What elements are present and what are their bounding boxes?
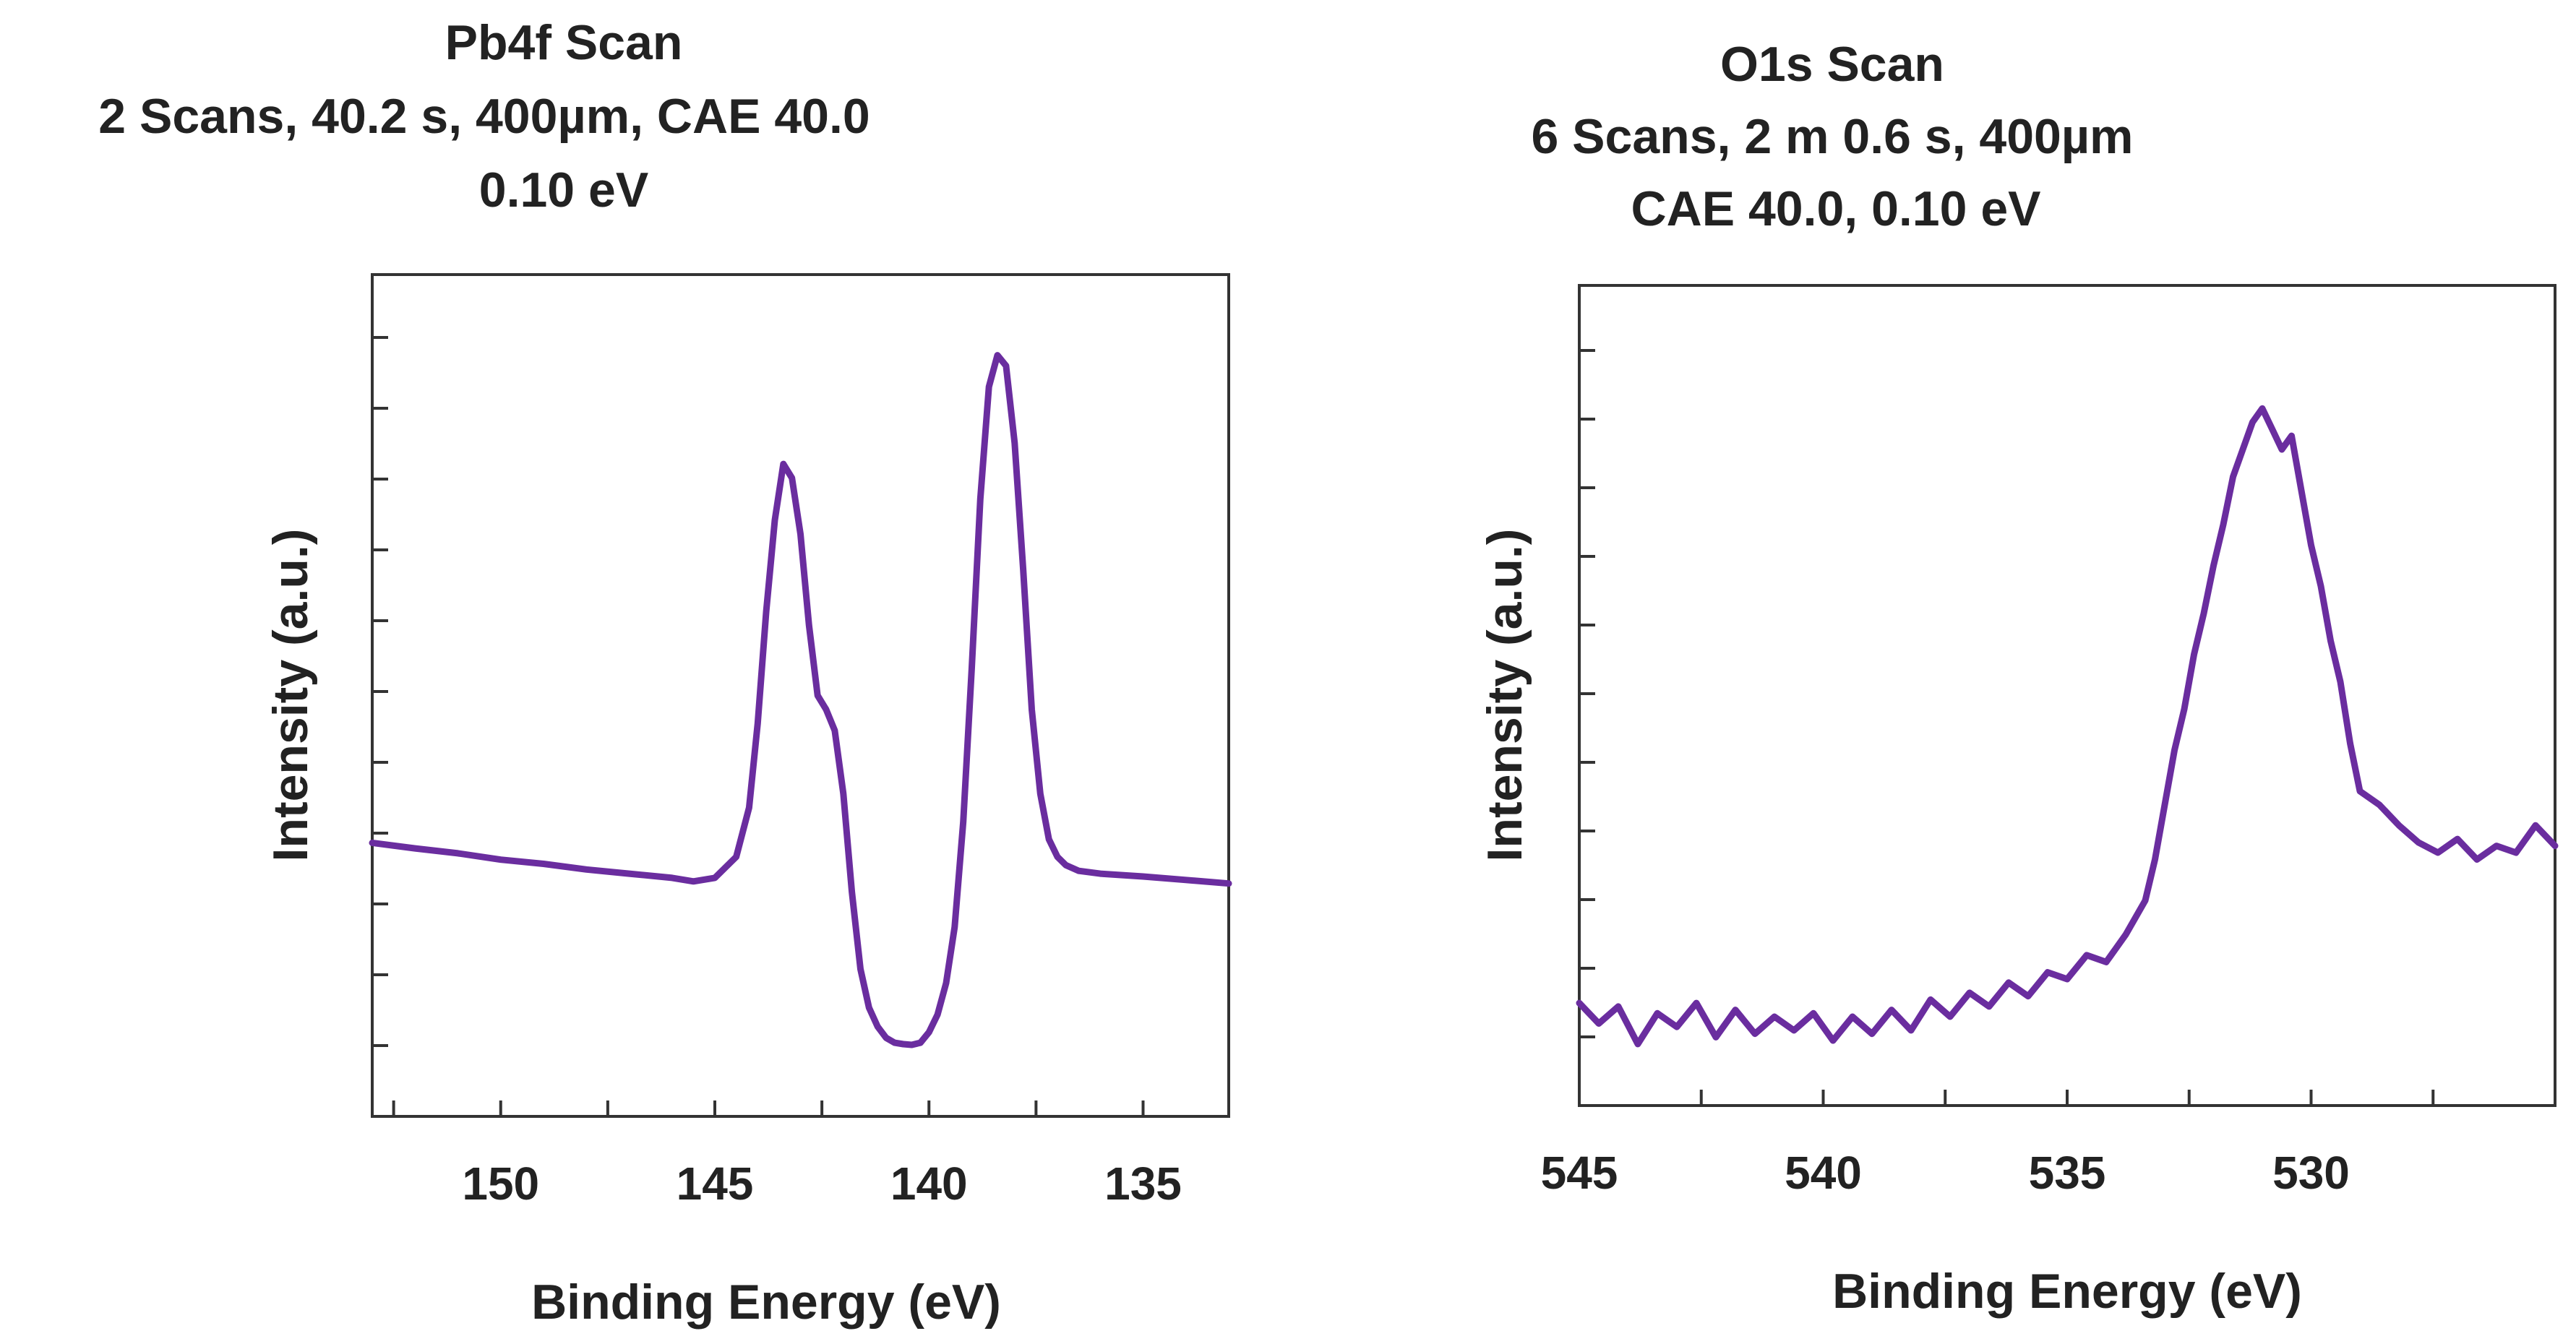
o1s-title-line-1: O1s Scan xyxy=(1720,37,1944,92)
pb4f-x-ticks xyxy=(392,1100,1145,1116)
pb4f-chart: Pb4f Scan 2 Scans, 40.2 s, 400µm, CAE 40… xyxy=(98,15,1232,1330)
pb4f-x-tick-label: 140 xyxy=(890,1158,968,1210)
pb4f-x-axis-label: Binding Energy (eV) xyxy=(531,1275,1001,1330)
o1s-x-tick-label: 530 xyxy=(2272,1147,2350,1199)
o1s-spectrum-line xyxy=(1576,405,2559,1048)
pb4f-x-tick-labels: 150 145 140 135 xyxy=(462,1158,1182,1210)
pb4f-title-line-3: 0.10 eV xyxy=(479,163,648,217)
o1s-y-axis-label: Intensity (a.u.) xyxy=(1477,529,1532,862)
pb4f-title-line-1: Pb4f Scan xyxy=(445,15,683,70)
pb4f-x-tick-label: 135 xyxy=(1104,1158,1182,1210)
o1s-y-ticks xyxy=(1579,349,1595,1038)
pb4f-x-tick-label: 145 xyxy=(677,1158,754,1210)
o1s-plot-frame xyxy=(1578,284,2556,1107)
pb4f-x-tick-label: 150 xyxy=(462,1158,539,1210)
pb4f-title-line-2: 2 Scans, 40.2 s, 400µm, CAE 40.0 xyxy=(98,89,870,144)
o1s-x-tick-label: 540 xyxy=(1785,1147,1862,1199)
pb4f-y-ticks xyxy=(372,336,388,1047)
o1s-title-line-3: CAE 40.0, 0.10 eV xyxy=(1631,181,2040,236)
o1s-x-tick-label: 535 xyxy=(2029,1147,2106,1199)
o1s-chart: O1s Scan 6 Scans, 2 m 0.6 s, 400µm CAE 4… xyxy=(1477,37,2559,1319)
pb4f-y-axis-label: Intensity (a.u.) xyxy=(263,529,318,862)
o1s-x-axis-label: Binding Energy (eV) xyxy=(1832,1264,2302,1319)
o1s-x-tick-labels: 545 540 535 530 xyxy=(1541,1147,2350,1199)
pb4f-spectrum-line xyxy=(369,352,1232,1048)
o1s-x-ticks xyxy=(1578,1090,2556,1106)
pb4f-plot-frame xyxy=(371,273,1230,1118)
o1s-title-line-2: 6 Scans, 2 m 0.6 s, 400µm xyxy=(1531,109,2133,164)
o1s-x-tick-label: 545 xyxy=(1541,1147,1618,1199)
